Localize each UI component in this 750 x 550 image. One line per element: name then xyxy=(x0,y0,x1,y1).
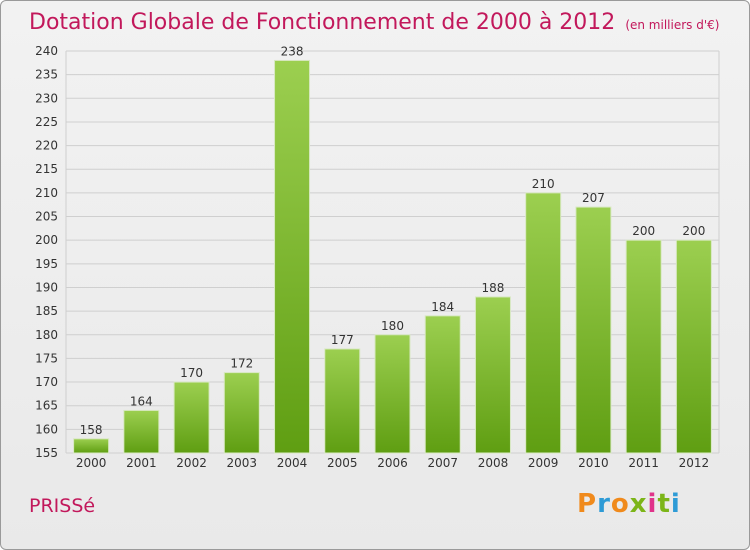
proxiti-logo[interactable]: Proxiti xyxy=(577,489,681,519)
y-tick-label: 155 xyxy=(35,446,58,460)
bar-2010 xyxy=(575,206,612,454)
commune-name: PRISSé xyxy=(29,495,96,517)
x-tick-label: 2006 xyxy=(377,456,408,470)
bar-value-label: 188 xyxy=(482,281,505,295)
x-tick-label: 2004 xyxy=(277,456,308,470)
bar-2011 xyxy=(625,239,662,454)
bar-2009 xyxy=(525,192,562,454)
logo-letter: i xyxy=(647,489,658,519)
y-tick-label: 165 xyxy=(35,399,58,413)
y-tick-label: 180 xyxy=(35,328,58,342)
bar-2003 xyxy=(223,372,260,454)
y-tick-label: 195 xyxy=(35,257,58,271)
y-tick-label: 210 xyxy=(35,186,58,200)
bar-2005 xyxy=(324,348,361,454)
bar-value-label: 180 xyxy=(381,319,404,333)
x-tick-label: 2009 xyxy=(528,456,559,470)
x-tick-label: 2008 xyxy=(478,456,509,470)
y-tick-label: 170 xyxy=(35,375,58,389)
y-tick-label: 190 xyxy=(35,280,58,294)
y-tick-label: 175 xyxy=(35,351,58,365)
bar-2012 xyxy=(675,239,712,454)
bar-value-label: 172 xyxy=(230,357,253,371)
logo-letter: i xyxy=(670,489,681,519)
logo-letter: o xyxy=(610,489,630,519)
bar-2007 xyxy=(424,315,461,454)
bar-2004 xyxy=(274,59,311,454)
y-tick-label: 230 xyxy=(35,91,58,105)
bar-value-label: 200 xyxy=(682,224,705,238)
x-tick-label: 2001 xyxy=(126,456,157,470)
logo-letter: x xyxy=(629,489,648,519)
y-tick-label: 205 xyxy=(35,210,58,224)
y-tick-label: 240 xyxy=(35,44,58,58)
logo-letter: P xyxy=(577,489,598,519)
chart-title: Dotation Globale de Fonctionnement de 20… xyxy=(29,10,616,35)
y-tick-label: 200 xyxy=(35,233,58,247)
x-tick-label: 2010 xyxy=(578,456,609,470)
bar-2006 xyxy=(374,334,411,454)
logo-letter: t xyxy=(657,489,671,519)
x-tick-label: 2007 xyxy=(427,456,458,470)
x-tick-label: 2011 xyxy=(628,456,659,470)
x-tick-label: 2003 xyxy=(227,456,258,470)
bars xyxy=(73,59,712,454)
bar-2001 xyxy=(123,409,160,454)
x-tick-label: 2012 xyxy=(679,456,710,470)
bar-value-label: 210 xyxy=(532,177,555,191)
y-tick-label: 235 xyxy=(35,68,58,82)
bar-2002 xyxy=(173,381,210,454)
logo-letter: r xyxy=(597,489,611,519)
y-tick-label: 225 xyxy=(35,115,58,129)
bar-value-label: 177 xyxy=(331,333,354,347)
bar-value-label: 170 xyxy=(180,366,203,380)
chart-subtitle: (en milliers d'€) xyxy=(625,18,720,32)
chart-header: Dotation Globale de Fonctionnement de 20… xyxy=(29,10,719,35)
bar-2008 xyxy=(474,296,511,454)
y-tick-label: 160 xyxy=(35,422,58,436)
bar-value-label: 184 xyxy=(431,300,454,314)
x-tick-label: 2000 xyxy=(76,456,107,470)
bar-value-label: 158 xyxy=(80,423,103,437)
x-tick-label: 2005 xyxy=(327,456,358,470)
bar-value-label: 200 xyxy=(632,224,655,238)
bar-value-label: 207 xyxy=(582,191,605,205)
y-tick-label: 215 xyxy=(35,162,58,176)
y-tick-label: 220 xyxy=(35,139,58,153)
labels: 155 160 165 170 175 180 185 190 195 200 205 210 215 2… xyxy=(35,44,709,470)
y-tick-label: 185 xyxy=(35,304,58,318)
bar-value-label: 238 xyxy=(281,44,304,58)
bar-value-label: 164 xyxy=(130,394,153,408)
x-tick-label: 2002 xyxy=(176,456,207,470)
bar-2000 xyxy=(73,438,110,454)
